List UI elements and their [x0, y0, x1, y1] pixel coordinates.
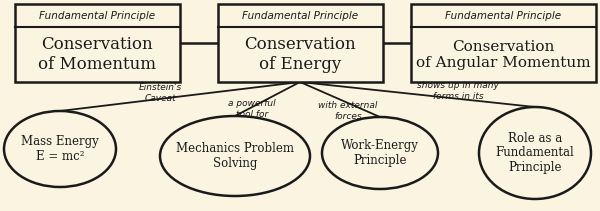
Text: Role as a
Fundamental
Principle: Role as a Fundamental Principle — [496, 131, 574, 174]
Text: Einstein's
Caveat: Einstein's Caveat — [139, 83, 182, 103]
FancyBboxPatch shape — [14, 4, 179, 82]
Text: Mass Energy
E = mc²: Mass Energy E = mc² — [21, 135, 99, 163]
Text: Conservation
of Momentum: Conservation of Momentum — [38, 37, 156, 73]
Text: Work-Energy
Principle: Work-Energy Principle — [341, 139, 419, 167]
Text: with external
forces: with external forces — [319, 101, 377, 121]
FancyBboxPatch shape — [410, 4, 595, 82]
FancyBboxPatch shape — [218, 4, 383, 82]
Text: Conservation
of Angular Momentum: Conservation of Angular Momentum — [416, 40, 590, 70]
Text: Conservation
of Energy: Conservation of Energy — [244, 37, 356, 73]
Ellipse shape — [160, 116, 310, 196]
Ellipse shape — [322, 117, 438, 189]
Text: Fundamental Principle: Fundamental Principle — [242, 11, 358, 21]
Ellipse shape — [4, 111, 116, 187]
Ellipse shape — [479, 107, 591, 199]
Text: Mechanics Problem
Solving: Mechanics Problem Solving — [176, 142, 294, 170]
Text: Fundamental Principle: Fundamental Principle — [39, 11, 155, 21]
Text: Fundamental Principle: Fundamental Principle — [445, 11, 561, 21]
Text: shows up in many
forms in its: shows up in many forms in its — [417, 81, 499, 101]
Text: a powerful
tool for: a powerful tool for — [228, 99, 276, 119]
